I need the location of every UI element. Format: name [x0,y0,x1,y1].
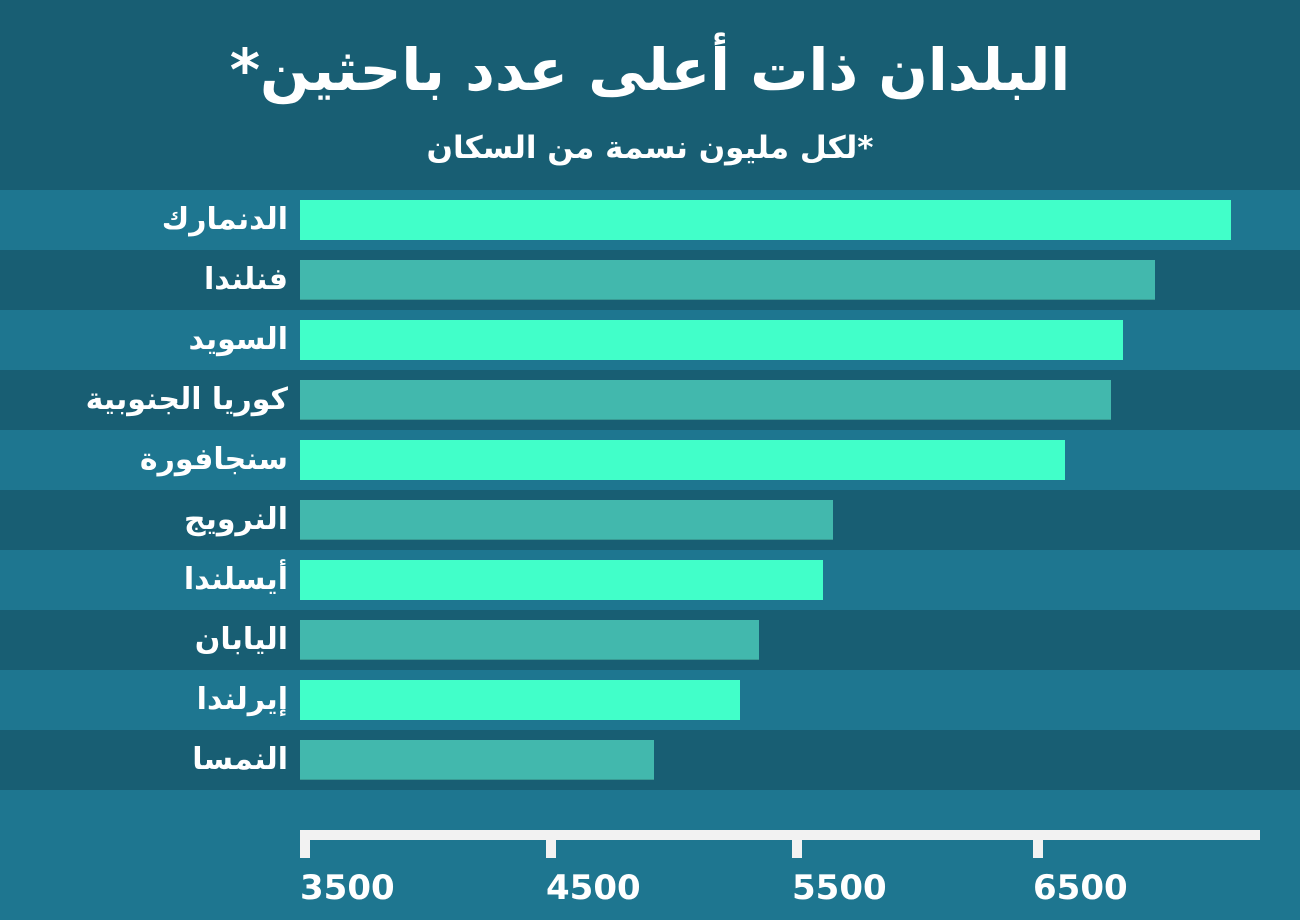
category-label: فنلندا [204,262,288,297]
category-label: النمسا [192,742,288,777]
bar [300,380,1112,420]
bar [300,440,1065,480]
x-tick-label: 6500 [1033,868,1128,908]
chart-header: البلدان ذات أعلى عدد باحثين* *لكل مليون … [0,0,1300,190]
bar [300,500,833,540]
bar [300,680,740,720]
bar-rows: الدنمارك فنلندا السويد كوريا الجنوبية سنجافو… [0,190,1300,790]
bar [300,560,823,600]
table-row: فنلندا [0,250,1300,310]
x-tick-label: 3500 [300,868,395,908]
category-label: النرويج [184,502,288,537]
table-row: إيرلندا [0,670,1300,730]
chart-title: البلدان ذات أعلى عدد باحثين* [229,36,1071,104]
bar [300,260,1156,300]
bar [300,620,760,660]
bar [300,320,1124,360]
x-tick [792,838,802,858]
category-label: اليابان [194,622,288,657]
category-label: أيسلندا [183,562,288,597]
category-label: إيرلندا [196,682,288,717]
table-row: سنجافورة [0,430,1300,490]
table-row: السويد [0,310,1300,370]
category-label: الدنمارك [161,202,288,237]
table-row: اليابان [0,610,1300,670]
table-row: الدنمارك [0,190,1300,250]
table-row: النرويج [0,490,1300,550]
category-label: كوريا الجنوبية [85,382,288,417]
x-tick-label: 4500 [546,868,641,908]
category-label: السويد [188,322,288,357]
x-tick [546,838,556,858]
chart-subtitle: *لكل مليون نسمة من السكان [426,130,874,166]
table-row: النمسا [0,730,1300,790]
bar [300,740,655,780]
table-row: أيسلندا [0,550,1300,610]
x-tick [1033,838,1043,858]
category-label: سنجافورة [139,442,288,477]
x-tick-label: 5500 [792,868,887,908]
x-tick [300,838,310,858]
bar [300,200,1231,240]
table-row: كوريا الجنوبية [0,370,1300,430]
x-axis-line [300,830,1260,840]
